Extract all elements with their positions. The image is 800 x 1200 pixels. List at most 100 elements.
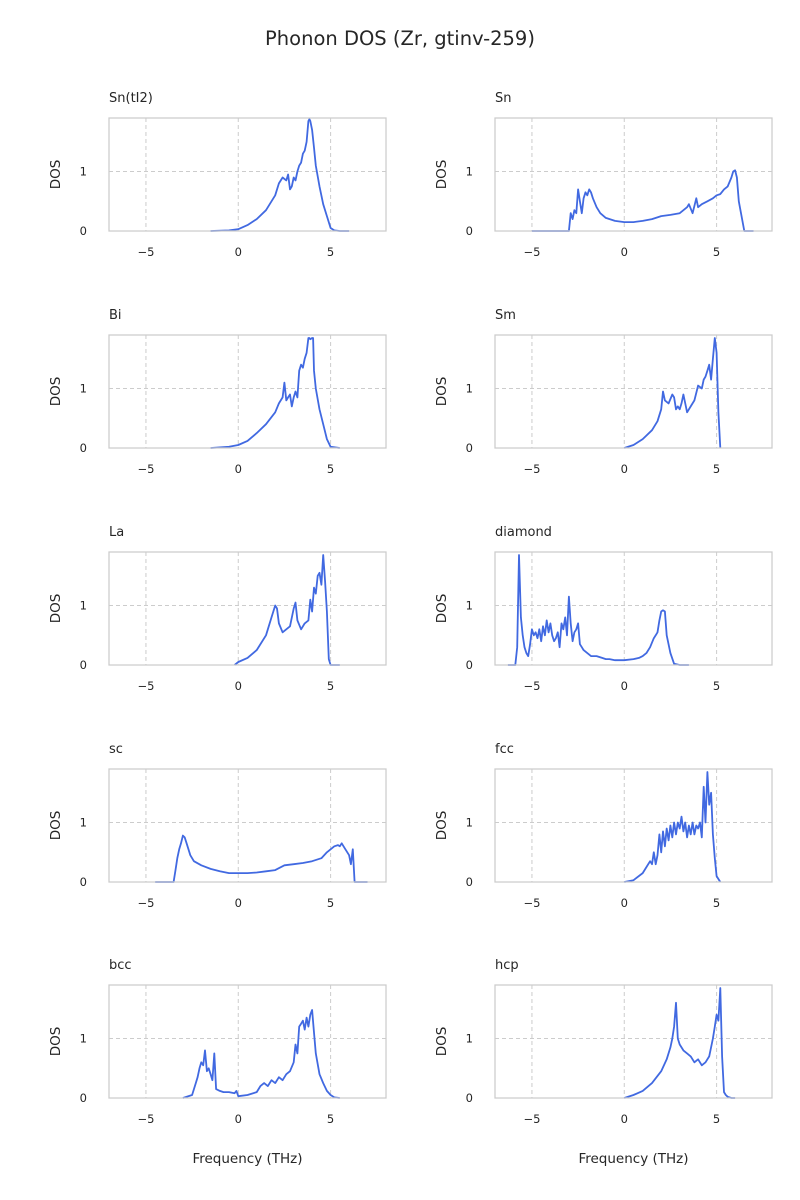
y-tick-label: 1 [80, 382, 87, 396]
y-axis-label: DOS [48, 160, 64, 190]
x-tick-label: −5 [137, 1112, 154, 1126]
y-axis-label: DOS [434, 811, 450, 841]
y-tick-label: 1 [466, 816, 473, 830]
y-tick-label: 0 [466, 1091, 473, 1105]
y-axis-label: DOS [434, 160, 450, 190]
x-tick-label: 0 [621, 245, 628, 259]
axes-frame [494, 551, 773, 666]
x-axis-label: Frequency (THz) [192, 1151, 302, 1167]
y-tick-label: 0 [80, 441, 87, 455]
x-tick-label: −5 [523, 1112, 540, 1126]
x-tick-label: 0 [235, 679, 242, 693]
x-tick-label: 0 [621, 896, 628, 910]
x-tick-label: 0 [621, 462, 628, 476]
dos-series-line [182, 1009, 340, 1099]
panel-title: fcc [495, 742, 514, 757]
y-axis-label: DOS [434, 594, 450, 624]
x-tick-label: 0 [235, 1112, 242, 1126]
x-tick-label: −5 [523, 245, 540, 259]
axes-frame [494, 768, 773, 883]
axes-frame [108, 117, 387, 232]
x-tick-label: 5 [327, 896, 334, 910]
x-tick-label: 0 [235, 896, 242, 910]
y-tick-label: 0 [466, 658, 473, 672]
y-tick-label: 0 [80, 875, 87, 889]
panel-5: diamond −5 0 5 0 1 DOS [434, 525, 773, 693]
dos-series-line [155, 834, 368, 883]
dos-series-line [210, 337, 340, 449]
y-tick-label: 1 [80, 599, 87, 613]
panel-title: Sn [495, 91, 512, 106]
x-tick-label: −5 [523, 679, 540, 693]
panel-title: bcc [109, 958, 132, 973]
y-axis-label: DOS [48, 811, 64, 841]
x-tick-label: 5 [713, 896, 720, 910]
dos-series-line [624, 987, 736, 1099]
x-tick-label: 0 [621, 679, 628, 693]
x-tick-label: −5 [137, 462, 154, 476]
y-axis-label: DOS [434, 1027, 450, 1057]
dos-series-line [507, 554, 689, 666]
x-axis-label: Frequency (THz) [578, 1151, 688, 1167]
y-tick-label: 1 [466, 599, 473, 613]
x-tick-label: −5 [137, 245, 154, 259]
x-tick-label: 5 [327, 679, 334, 693]
y-tick-label: 0 [466, 224, 473, 238]
dos-series-line [531, 169, 754, 232]
panel-title: Sn(tI2) [109, 91, 153, 106]
axes-frame [494, 984, 773, 1099]
x-tick-label: 5 [713, 245, 720, 259]
x-tick-label: 5 [327, 1112, 334, 1126]
y-tick-label: 0 [466, 441, 473, 455]
panel-title: Bi [109, 308, 122, 323]
x-tick-label: 5 [327, 462, 334, 476]
x-tick-label: 5 [327, 245, 334, 259]
dos-series-line [624, 771, 722, 883]
y-tick-label: 1 [466, 165, 473, 179]
x-tick-label: 0 [235, 245, 242, 259]
panel-6: sc −5 0 5 0 1 DOS [48, 742, 387, 910]
x-tick-label: 5 [713, 462, 720, 476]
y-tick-label: 0 [80, 1091, 87, 1105]
panel-1: Sn −5 0 5 0 1 DOS [434, 91, 773, 259]
panel-title: Sm [495, 308, 516, 323]
panel-title: diamond [495, 525, 552, 540]
y-tick-label: 1 [466, 1032, 473, 1046]
dos-series-line [234, 554, 340, 666]
x-tick-label: 0 [621, 1112, 628, 1126]
axes-frame [108, 984, 387, 1099]
axes-frame [494, 334, 773, 449]
x-tick-label: −5 [523, 896, 540, 910]
figure-title: Phonon DOS (Zr, gtinv-259) [265, 27, 535, 50]
panel-grid: Sn(tI2) −5 0 5 0 1 DOS Sn −5 0 5 0 1 DOS Bi −5 0 5 0 1 DOS Sm… [48, 91, 773, 1167]
y-tick-label: 1 [80, 1032, 87, 1046]
axes-frame [108, 334, 387, 449]
panel-7: fcc −5 0 5 0 1 DOS [434, 742, 773, 910]
y-axis-label: DOS [48, 377, 64, 407]
x-tick-label: 5 [713, 1112, 720, 1126]
x-tick-label: −5 [137, 896, 154, 910]
panel-title: hcp [495, 958, 519, 973]
panel-title: sc [109, 742, 123, 757]
y-axis-label: DOS [48, 1027, 64, 1057]
y-tick-label: 0 [80, 224, 87, 238]
y-axis-label: DOS [48, 594, 64, 624]
panel-0: Sn(tI2) −5 0 5 0 1 DOS [48, 91, 387, 259]
panel-3: Sm −5 0 5 0 1 DOS [434, 308, 773, 476]
axes-frame [108, 551, 387, 666]
y-tick-label: 0 [80, 658, 87, 672]
y-tick-label: 0 [466, 875, 473, 889]
panel-2: Bi −5 0 5 0 1 DOS [48, 308, 387, 476]
panel-8: bcc −5 0 5 0 1 DOS Frequency (THz) [48, 958, 387, 1167]
y-axis-label: DOS [434, 377, 450, 407]
y-tick-label: 1 [80, 165, 87, 179]
dos-series-line [624, 337, 722, 449]
panel-4: La −5 0 5 0 1 DOS [48, 525, 387, 693]
dos-series-line [210, 118, 350, 232]
y-tick-label: 1 [80, 816, 87, 830]
x-tick-label: −5 [137, 679, 154, 693]
panel-9: hcp −5 0 5 0 1 DOS Frequency (THz) [434, 958, 773, 1167]
x-tick-label: 5 [713, 679, 720, 693]
x-tick-label: −5 [523, 462, 540, 476]
